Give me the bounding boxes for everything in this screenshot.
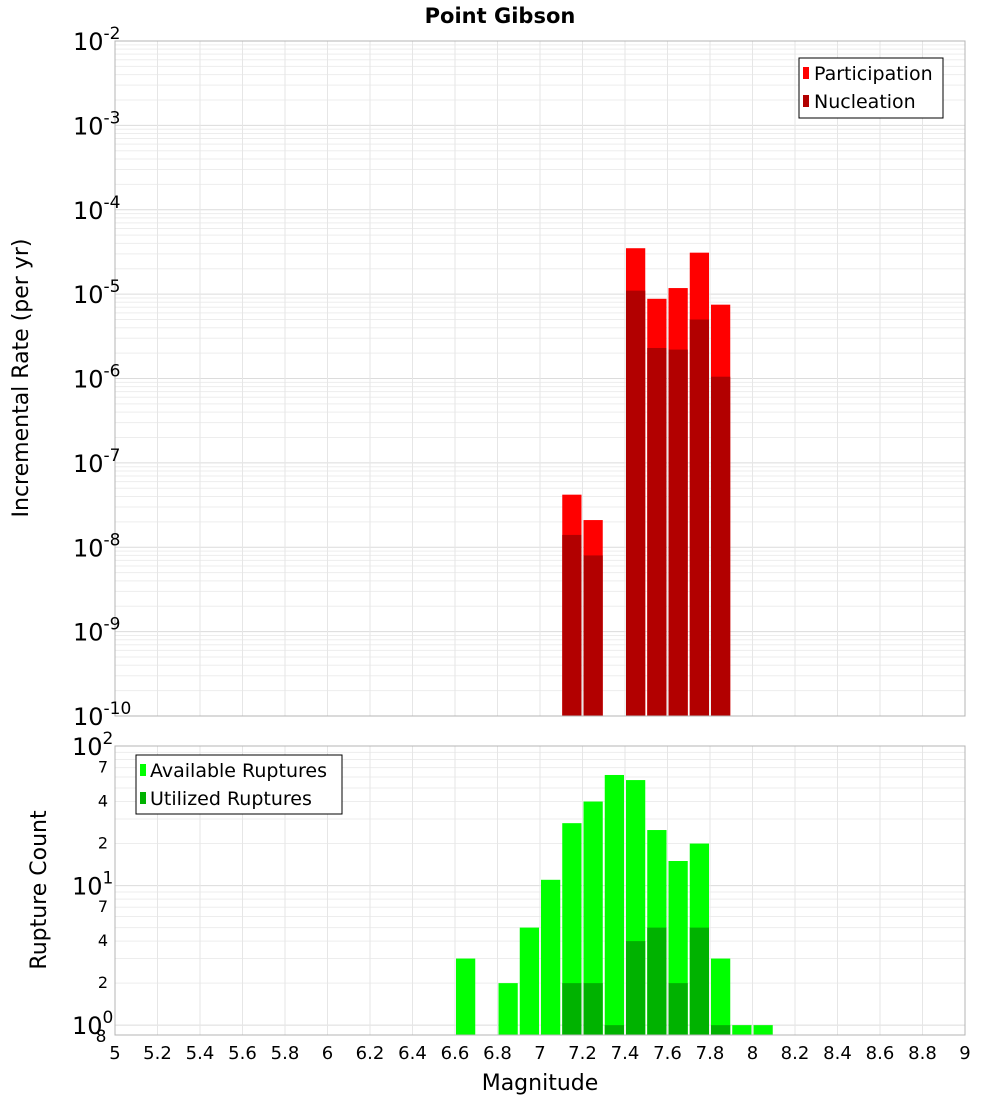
top-y-tick-label: 10-10 bbox=[73, 699, 131, 731]
available-ruptures-bar bbox=[541, 879, 561, 1035]
x-tick-label: 9 bbox=[959, 1043, 970, 1064]
x-tick-label: 8.6 bbox=[866, 1043, 895, 1064]
top-y-tick-label: 10-4 bbox=[73, 193, 121, 225]
utilized-ruptures-bar bbox=[647, 927, 667, 1035]
nucleation-bar bbox=[711, 376, 731, 716]
bottom-y-minor-tick-label: 7 bbox=[98, 758, 108, 777]
bottom-grid bbox=[114, 745, 966, 1035]
x-tick-label: 6.8 bbox=[483, 1043, 512, 1064]
x-tick-label: 8.8 bbox=[908, 1043, 937, 1064]
top-y-tick-label: 10-7 bbox=[73, 446, 121, 478]
available-ruptures-bar bbox=[753, 1025, 773, 1035]
top-y-tick-label: 10-6 bbox=[73, 362, 121, 394]
x-axis-label: Magnitude bbox=[482, 1071, 599, 1096]
utilized-ruptures-bar bbox=[583, 983, 603, 1035]
bottom-legend: Available Ruptures Utilized Ruptures bbox=[135, 754, 343, 815]
top-y-tick-label: 10-3 bbox=[73, 108, 121, 140]
x-tick-label: 5 bbox=[109, 1043, 120, 1064]
x-tick-label: 6.2 bbox=[356, 1043, 385, 1064]
utilized-ruptures-bar bbox=[668, 983, 688, 1035]
bottom-legend-label: Available Ruptures bbox=[150, 760, 327, 782]
x-tick-label: 7.8 bbox=[696, 1043, 725, 1064]
chart-title: Point Gibson bbox=[425, 4, 576, 28]
x-tick-label: 7 bbox=[534, 1043, 545, 1064]
top-legend-label: Participation bbox=[814, 63, 933, 85]
bottom-y-minor-tick-label: 2 bbox=[98, 973, 108, 992]
bottom-y-extra-label: 8 bbox=[96, 1027, 107, 1047]
x-tick-label: 8.2 bbox=[781, 1043, 810, 1064]
available-ruptures-bar bbox=[711, 958, 731, 1035]
bottom-y-minor-tick-label: 4 bbox=[98, 931, 108, 950]
bottom-plot-frame bbox=[114, 745, 966, 1036]
bottom-legend-box bbox=[135, 754, 343, 815]
nucleation-bar bbox=[562, 534, 582, 716]
top-legend-label: Nucleation bbox=[814, 91, 916, 113]
nucleation-bar bbox=[626, 290, 646, 716]
utilized-ruptures-bar bbox=[562, 983, 582, 1035]
bottom-y-minor-tick-label: 4 bbox=[98, 792, 108, 811]
bottom-y-tick-label: 102 bbox=[72, 729, 113, 761]
x-tick-label: 7.2 bbox=[568, 1043, 597, 1064]
available-ruptures-bar bbox=[498, 983, 518, 1035]
bottom-bars bbox=[456, 774, 773, 1035]
x-tick-label: 5.4 bbox=[186, 1043, 215, 1064]
bottom-legend-label: Utilized Ruptures bbox=[150, 788, 312, 810]
top-legend-box bbox=[798, 57, 944, 119]
bottom-y-minor-tick-label: 2 bbox=[98, 834, 108, 853]
x-tick-label: 5.6 bbox=[228, 1043, 257, 1064]
x-tick-label: 7.4 bbox=[611, 1043, 640, 1064]
x-tick-label: 6.6 bbox=[441, 1043, 470, 1064]
top-plot-frame bbox=[114, 40, 966, 717]
available-ruptures-bar bbox=[732, 1025, 752, 1035]
x-tick-label: 6 bbox=[322, 1043, 333, 1064]
x-tick-label: 7.6 bbox=[653, 1043, 682, 1064]
available-ruptures-bar bbox=[562, 823, 582, 1035]
x-tick-label: 5.8 bbox=[271, 1043, 300, 1064]
available-ruptures-bar bbox=[519, 927, 539, 1035]
top-legend-swatch bbox=[803, 67, 809, 79]
x-tick-label: 8.4 bbox=[823, 1043, 852, 1064]
x-tick-label: 8 bbox=[747, 1043, 758, 1064]
top-y-tick-label: 10-9 bbox=[73, 615, 121, 647]
top-bars bbox=[562, 248, 731, 717]
available-ruptures-bar bbox=[604, 774, 624, 1035]
top-legend: Participation Nucleation bbox=[798, 57, 944, 119]
top-y-tick-label: 10-8 bbox=[73, 530, 121, 562]
x-tick-label: 5.2 bbox=[143, 1043, 172, 1064]
bottom-y-axis-label: Rupture Count bbox=[27, 810, 52, 970]
nucleation-bar bbox=[647, 347, 667, 716]
top-y-tick-label: 10-2 bbox=[73, 24, 121, 56]
top-grid bbox=[114, 41, 966, 717]
top-y-axis-label: Incremental Rate (per yr) bbox=[9, 239, 34, 518]
utilized-ruptures-bar bbox=[626, 941, 646, 1035]
top-y-tick-label: 10-5 bbox=[73, 277, 121, 309]
utilized-ruptures-bar bbox=[604, 1025, 624, 1035]
bottom-y-tick-label: 100 bbox=[72, 1008, 113, 1040]
available-ruptures-bar bbox=[456, 958, 476, 1035]
utilized-ruptures-bar bbox=[689, 927, 709, 1035]
top-legend-swatch bbox=[803, 95, 809, 107]
bottom-y-minor-tick-label: 7 bbox=[98, 897, 108, 916]
nucleation-bar bbox=[583, 555, 603, 716]
bottom-legend-swatch bbox=[140, 764, 146, 776]
bottom-legend-swatch bbox=[140, 792, 146, 804]
nucleation-bar bbox=[668, 349, 688, 716]
bottom-y-tick-label: 101 bbox=[72, 869, 113, 901]
available-ruptures-bar bbox=[583, 801, 603, 1035]
x-tick-label: 6.4 bbox=[398, 1043, 427, 1064]
utilized-ruptures-bar bbox=[711, 1025, 731, 1035]
nucleation-bar bbox=[689, 319, 709, 716]
